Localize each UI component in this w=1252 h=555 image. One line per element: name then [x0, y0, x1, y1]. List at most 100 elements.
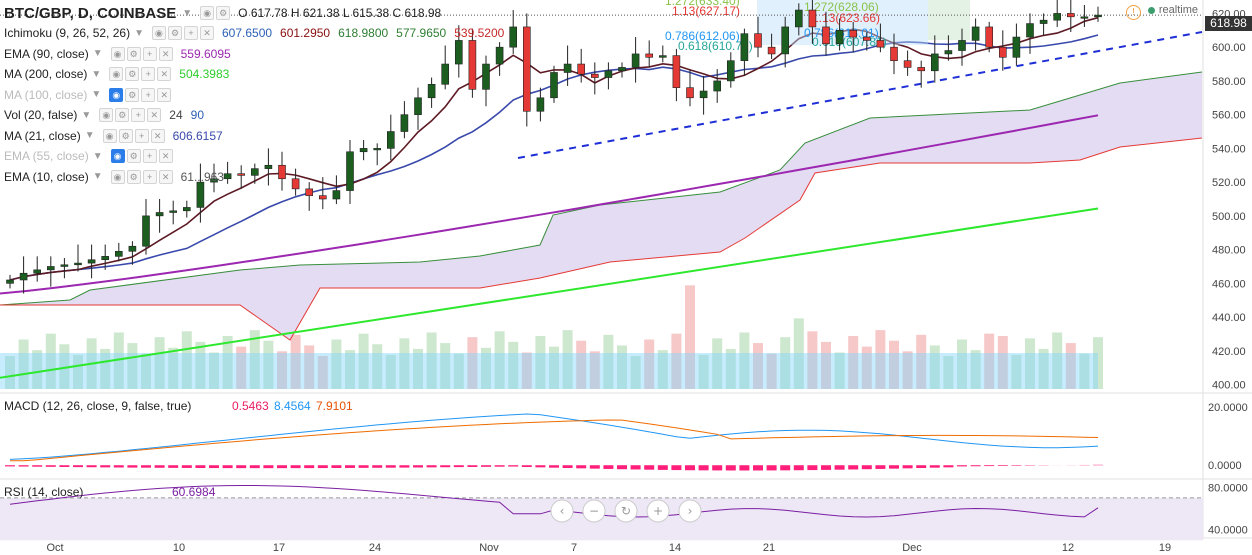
indicator-name: EMA (10, close) [4, 169, 89, 184]
chevron-down-icon[interactable]: ▼ [84, 130, 95, 141]
symbol-label[interactable]: BTC/GBP, D, COINBASE [4, 4, 177, 22]
candle-down [278, 164, 286, 180]
zoom-in-icon[interactable]: + [646, 499, 670, 523]
indicator-row[interactable]: MA (200, close) ▼ ◉ ⚙ + ✕ 504.3983 [4, 66, 237, 82]
candle-up [699, 90, 708, 99]
eye-icon[interactable]: ◉ [110, 169, 125, 184]
chevron-down-icon[interactable]: ▼ [182, 7, 193, 19]
close-icon[interactable]: ✕ [150, 128, 165, 143]
macd-bar [725, 465, 736, 471]
indicator-value: 90 [190, 108, 204, 122]
add-icon[interactable]: + [131, 108, 146, 122]
macd-bar [481, 465, 491, 467]
settings-icon[interactable]: ⚙ [216, 6, 231, 20]
settings-icon[interactable]: ⚙ [125, 87, 140, 102]
macd-signal-line [10, 419, 1099, 462]
settings-icon[interactable]: ⚙ [126, 149, 141, 163]
eye-icon[interactable]: ◉ [151, 26, 166, 40]
macd-bar [997, 465, 1008, 466]
indicator-row[interactable]: MA (100, close) ▼ ◉ ⚙ + ✕ [4, 87, 179, 103]
volume-bar [725, 348, 736, 389]
macd-bar [45, 465, 56, 467]
add-icon[interactable]: + [183, 26, 198, 40]
volume-bar [549, 346, 559, 389]
candle-up [60, 264, 69, 267]
close-icon[interactable]: ✕ [157, 67, 172, 81]
add-icon[interactable]: + [142, 46, 157, 61]
macd-bar [413, 465, 423, 468]
chevron-down-icon[interactable]: ▼ [92, 150, 103, 162]
eye-icon[interactable]: ◉ [109, 87, 124, 102]
candle-up [46, 266, 55, 271]
settings-icon[interactable]: ⚙ [167, 26, 182, 40]
add-icon[interactable]: + [141, 67, 156, 81]
volume-bar [644, 339, 655, 389]
candle-up [169, 210, 177, 213]
volume-bar [807, 331, 818, 389]
volume-bar [753, 343, 763, 389]
eye-icon[interactable]: ◉ [110, 46, 125, 61]
settings-icon[interactable]: ⚙ [115, 108, 130, 122]
settings-icon[interactable]: ⚙ [126, 169, 141, 184]
chevron-down-icon[interactable]: ▼ [92, 48, 103, 59]
eye-icon[interactable]: ◉ [99, 108, 114, 122]
close-icon[interactable]: ✕ [147, 108, 162, 122]
indicator-row[interactable]: EMA (10, close) ▼ ◉ ⚙ + ✕ 61...963 [4, 169, 232, 185]
nav-circle [550, 499, 574, 523]
chevron-right-icon[interactable]: › [678, 499, 702, 523]
candle-up [658, 55, 667, 58]
price-axis-label: 500.00 [1212, 211, 1246, 223]
settings-icon[interactable]: ⚙ [125, 67, 140, 81]
macd-bar [521, 465, 532, 467]
chevron-down-icon[interactable]: ▼ [91, 89, 102, 100]
close-icon[interactable]: ✕ [157, 87, 172, 102]
indicator-row[interactable]: Ichimoku (9, 26, 52, 26) ▼ ◉ ⚙ + ✕ 607.6500 601… [4, 25, 512, 41]
macd-bar [100, 465, 111, 468]
settings-icon[interactable]: ⚙ [126, 46, 141, 61]
macd-line [9, 413, 1099, 460]
close-icon[interactable]: ✕ [199, 26, 214, 40]
add-icon[interactable]: + [134, 128, 149, 143]
volume-bar [562, 330, 573, 389]
candle-up [196, 181, 205, 208]
close-icon[interactable]: ✕ [158, 149, 173, 163]
candle-up [726, 60, 735, 82]
add-icon[interactable]: + [142, 169, 157, 184]
indicator-value: 606.6157 [172, 128, 223, 143]
last-price-tag: 618.98 [1205, 16, 1252, 31]
candle-up [495, 46, 504, 65]
indicator-row[interactable]: EMA (55, close) ▼ ◉ ⚙ + ✕ [4, 148, 181, 164]
chevron-down-icon[interactable]: ▼ [134, 27, 144, 39]
warning-icon[interactable]: ! [1126, 5, 1141, 20]
macd-bar [970, 465, 981, 467]
settings-icon[interactable]: ⚙ [118, 128, 133, 143]
indicator-row[interactable]: Vol (20, false) ▼ ◉ ⚙ + ✕ 24 90 [4, 107, 212, 123]
eye-icon[interactable]: ◉ [200, 6, 215, 20]
zoom-out-icon[interactable]: − [582, 499, 606, 523]
eye-icon[interactable]: ◉ [109, 67, 124, 81]
close-icon[interactable]: ✕ [158, 46, 173, 61]
chevron-down-icon[interactable]: ▼ [81, 109, 92, 121]
candle-down [318, 195, 327, 200]
candle-down [917, 67, 926, 72]
macd-bar [508, 465, 519, 467]
macd-bar [168, 465, 179, 468]
indicator-row[interactable]: EMA (90, close) ▼ ◉ ⚙ + ✕ 559.6095 [4, 46, 239, 62]
close-icon[interactable]: ✕ [158, 169, 173, 184]
chevron-left-icon[interactable]: ‹ [550, 499, 574, 523]
candle-up [414, 97, 422, 115]
ichimoku-cloud [0, 72, 1202, 340]
volume-bar [141, 353, 151, 389]
eye-icon[interactable]: ◉ [102, 128, 117, 143]
reset-icon[interactable]: ↻ [614, 499, 638, 523]
chevron-down-icon[interactable]: ▼ [91, 68, 102, 80]
macd-bar [657, 465, 668, 470]
indicator-row[interactable]: MA (21, close) ▼ ◉ ⚙ + ✕ 606.6157 [4, 128, 231, 144]
eye-icon[interactable]: ◉ [110, 149, 125, 163]
candle-down [849, 30, 858, 38]
add-icon[interactable]: + [141, 87, 156, 102]
add-icon[interactable]: + [142, 149, 157, 163]
chevron-down-icon[interactable]: ▼ [92, 171, 103, 182]
candle-down [1067, 13, 1075, 18]
